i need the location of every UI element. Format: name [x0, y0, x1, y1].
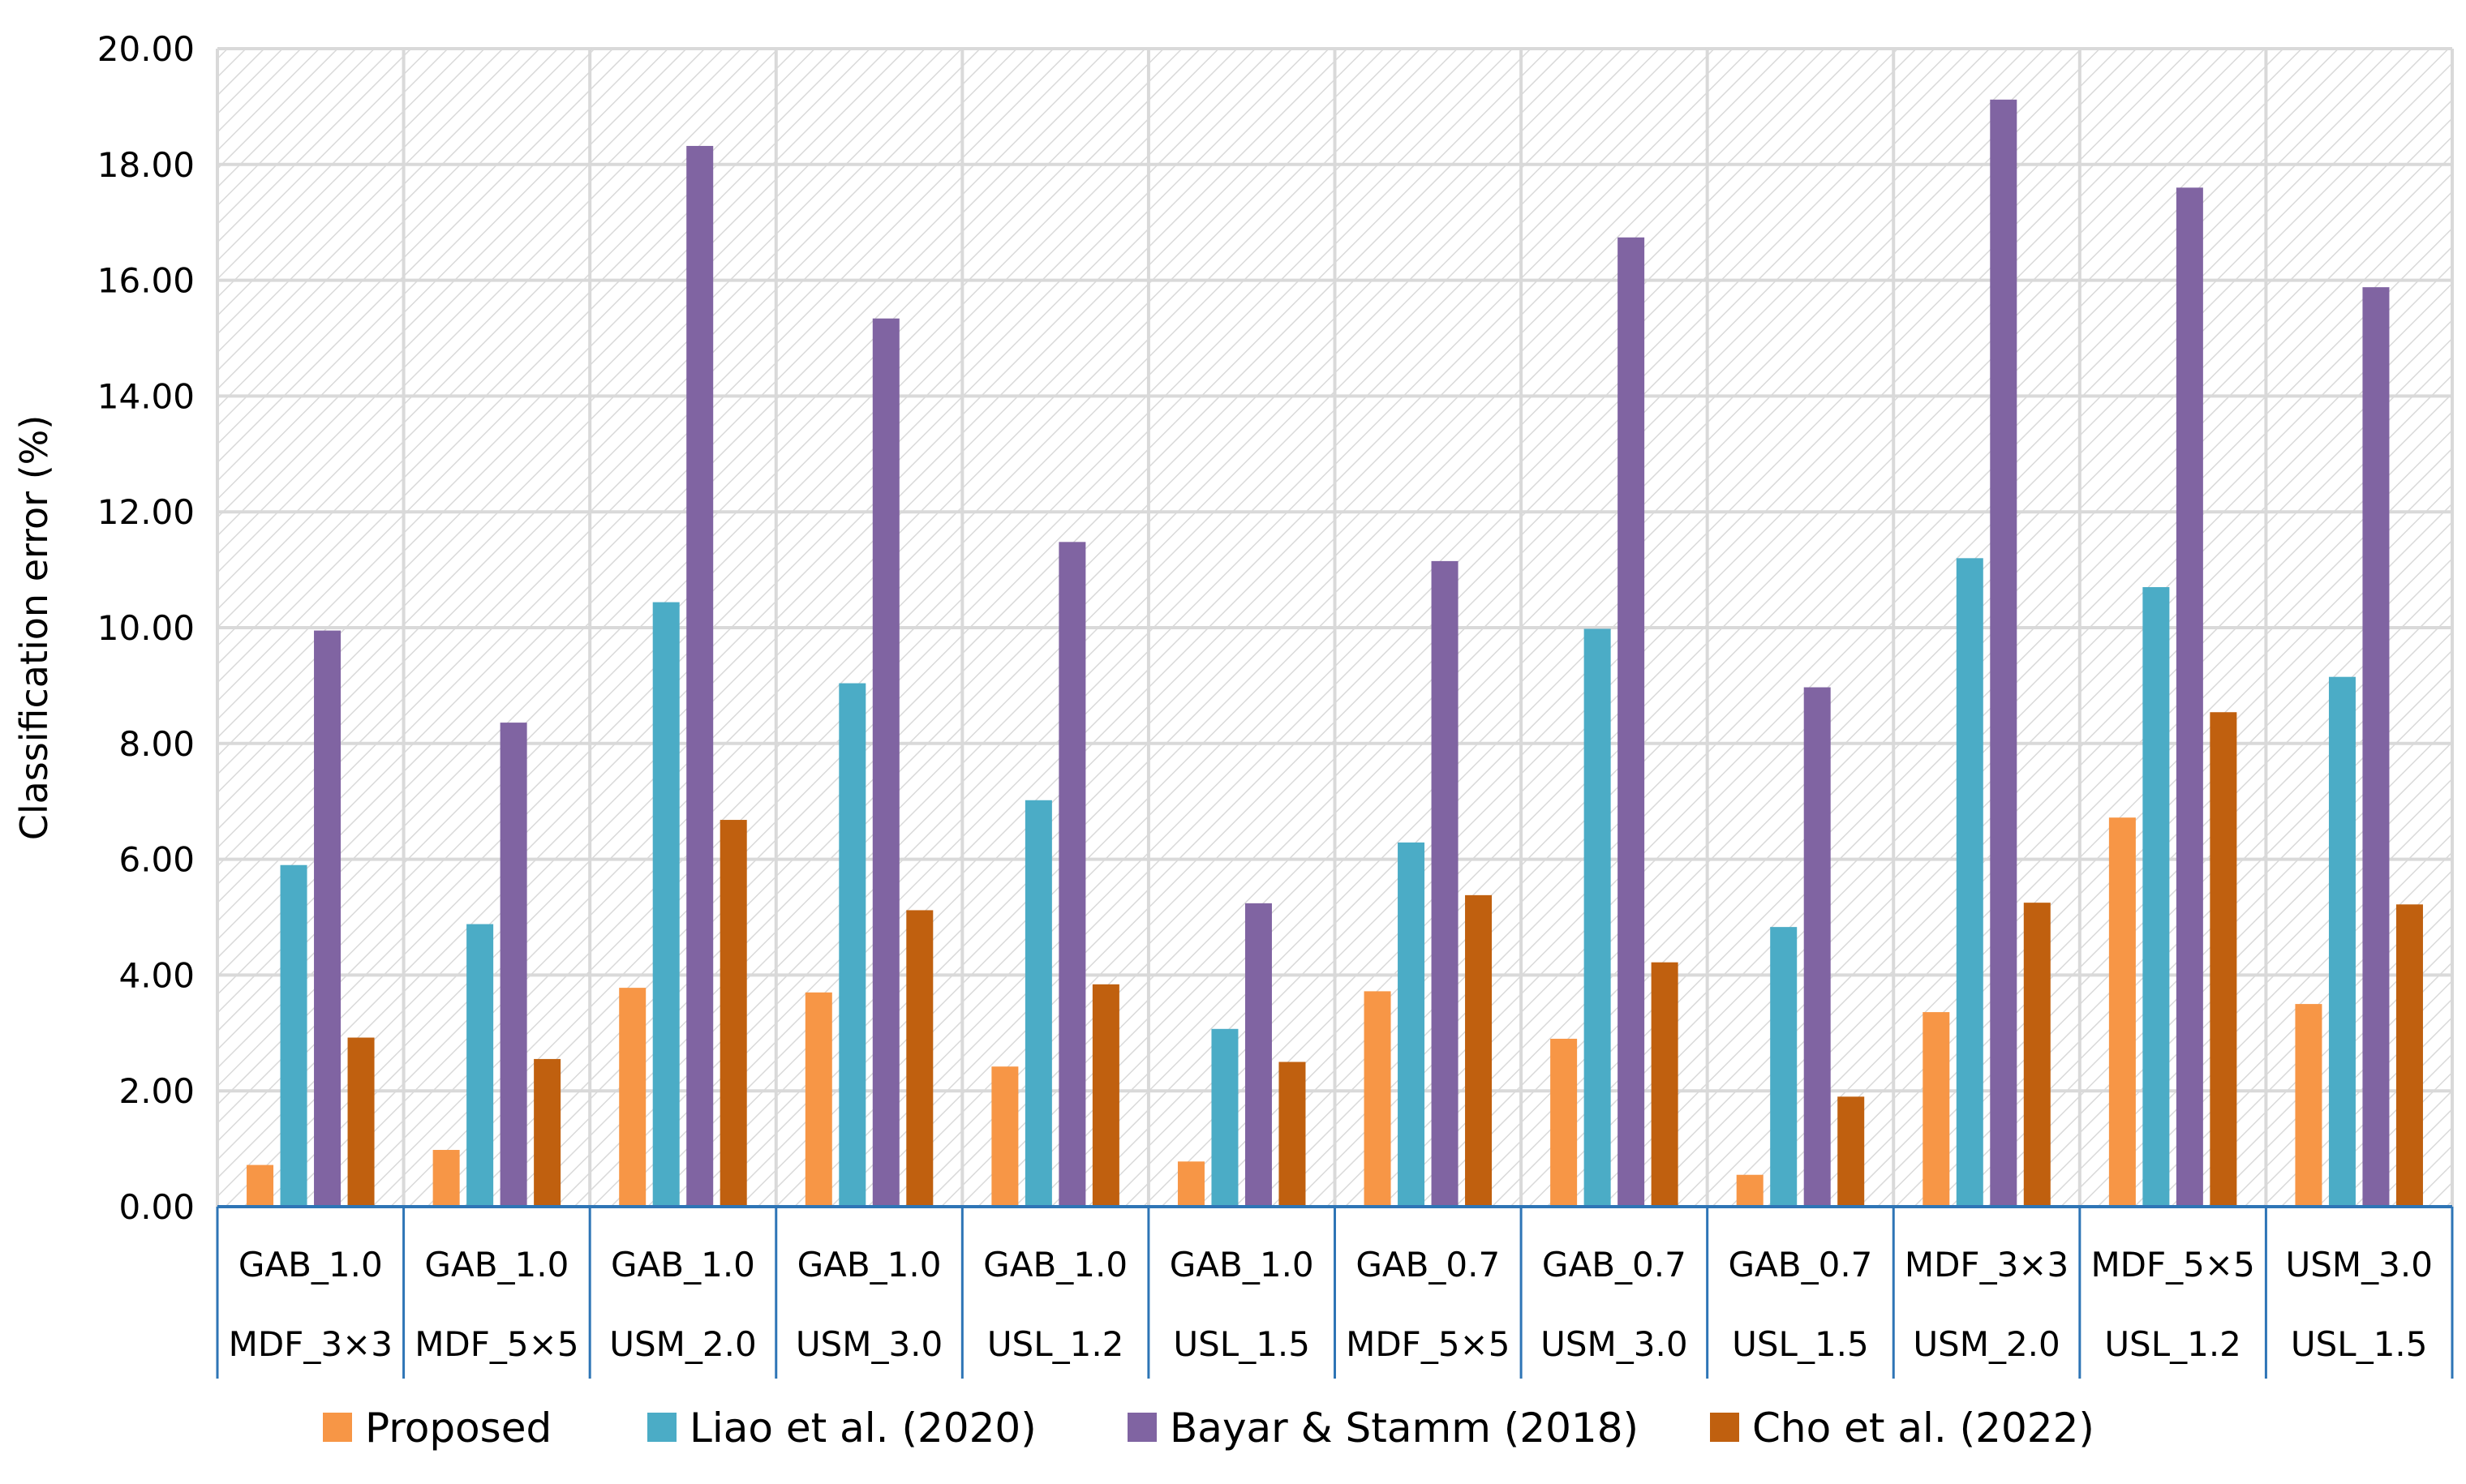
y-tick-label: 8.00 [118, 724, 195, 764]
bar [2108, 817, 2136, 1207]
category-label-bottom: USL_1.2 [987, 1324, 1124, 1364]
y-tick-label: 16.00 [97, 261, 195, 301]
legend-label: Cho et al. (2022) [1752, 1405, 2094, 1452]
gridlines [216, 47, 2454, 1208]
bar [347, 1037, 375, 1207]
bar [1431, 560, 1459, 1207]
legend-label: Liao et al. (2020) [690, 1405, 1037, 1452]
bar [2395, 904, 2423, 1207]
category-label-top: GAB_1.0 [238, 1245, 383, 1285]
x-axis-category-table: GAB_1.0 MDF_3×3 GAB_1.0 MDF_5×5 GAB_1.0 USM_2… [216, 1205, 2454, 1379]
category-label-bottom: USL_1.5 [1732, 1324, 1869, 1364]
category-label-bottom: USL_1.5 [2291, 1324, 2428, 1364]
bar [619, 988, 647, 1207]
bar [2023, 903, 2051, 1207]
category-label-top: GAB_0.7 [1729, 1245, 1873, 1285]
legend: Proposed Liao et al. (2020) Bayar & Stamm … [323, 1405, 2094, 1452]
category-label-top: GAB_1.0 [611, 1245, 755, 1285]
bar [2362, 287, 2390, 1207]
category-label-bottom: MDF_5×5 [415, 1324, 578, 1364]
bar [432, 1150, 460, 1207]
bar [1177, 1161, 1205, 1207]
bar [805, 992, 832, 1207]
bar [2328, 676, 2356, 1207]
category-label-top: GAB_0.7 [1355, 1245, 1500, 1285]
y-tick-label: 10.00 [97, 608, 195, 648]
bar [1025, 800, 1052, 1207]
bar [314, 630, 342, 1207]
bar [1736, 1174, 1764, 1207]
bar [1278, 1062, 1306, 1207]
bar [906, 910, 934, 1207]
legend-swatch [1128, 1413, 1157, 1442]
category-label-bottom: USM_3.0 [796, 1324, 943, 1364]
bar [1956, 558, 1983, 1207]
category-label-bottom: USM_2.0 [1913, 1324, 2060, 1364]
bar [720, 820, 747, 1207]
bar [1244, 903, 1272, 1207]
legend-label: Proposed [365, 1405, 552, 1452]
category-label-top: GAB_1.0 [1170, 1245, 1314, 1285]
bar [1550, 1038, 1578, 1207]
bar [652, 602, 680, 1207]
bar [280, 864, 307, 1207]
bar [839, 683, 866, 1207]
bar [500, 723, 527, 1207]
category-label-bottom: MDF_5×5 [1346, 1324, 1510, 1364]
bar [1398, 842, 1425, 1207]
y-tick-label: 0.00 [118, 1187, 195, 1227]
y-tick-label: 4.00 [118, 955, 195, 995]
bar [1465, 894, 1493, 1207]
legend-swatch [647, 1413, 677, 1442]
bar [991, 1066, 1019, 1207]
y-tick-label: 2.00 [118, 1071, 195, 1111]
bar [1651, 962, 1678, 1207]
bar [466, 924, 494, 1207]
legend-swatch [1710, 1413, 1739, 1442]
category-label-bottom: USL_1.5 [1173, 1324, 1310, 1364]
bar [1583, 628, 1611, 1207]
y-tick-label: 20.00 [97, 29, 195, 69]
category-label-top: GAB_1.0 [424, 1245, 569, 1285]
legend-label: Bayar & Stamm (2018) [1170, 1405, 1639, 1452]
category-label-top: GAB_1.0 [983, 1245, 1128, 1285]
bar [1211, 1028, 1239, 1207]
category-label-top: MDF_3×3 [1905, 1245, 2069, 1285]
legend-swatch [323, 1413, 352, 1442]
bar [2295, 1004, 2322, 1207]
bar [1092, 984, 1119, 1207]
y-axis-tick-labels: 0.00 2.00 4.00 6.00 8.00 10.00 12.00 14.00 16.00… [97, 29, 195, 1227]
category-label-top: MDF_5×5 [2090, 1245, 2254, 1285]
category-label-bottom: USM_3.0 [1540, 1324, 1687, 1364]
bar [1990, 99, 2017, 1207]
y-tick-label: 14.00 [97, 376, 195, 416]
y-tick-label: 12.00 [97, 492, 195, 532]
bar [1770, 927, 1798, 1207]
category-label-top: GAB_1.0 [797, 1245, 942, 1285]
y-tick-label: 18.00 [97, 145, 195, 185]
category-label-top: GAB_0.7 [1542, 1245, 1686, 1285]
category-label-bottom: USL_1.2 [2104, 1324, 2241, 1364]
y-tick-label: 6.00 [118, 840, 195, 880]
bar [872, 318, 900, 1207]
y-axis-label: Classification error (%) [12, 415, 56, 841]
category-label-bottom: MDF_3×3 [229, 1324, 393, 1364]
bar [686, 145, 714, 1207]
bar [1923, 1012, 1950, 1207]
bar [1803, 687, 1831, 1207]
bar [1618, 237, 1645, 1207]
category-label-top: USM_3.0 [2285, 1245, 2432, 1285]
bars [247, 99, 2423, 1207]
bar [2142, 587, 2170, 1207]
bar [2210, 712, 2237, 1207]
bar [1837, 1096, 1865, 1207]
bar [2176, 187, 2203, 1207]
bar [1059, 542, 1086, 1207]
category-label-bottom: USM_2.0 [609, 1324, 756, 1364]
bar [247, 1164, 274, 1207]
bar [1364, 991, 1391, 1207]
bar [534, 1058, 561, 1207]
